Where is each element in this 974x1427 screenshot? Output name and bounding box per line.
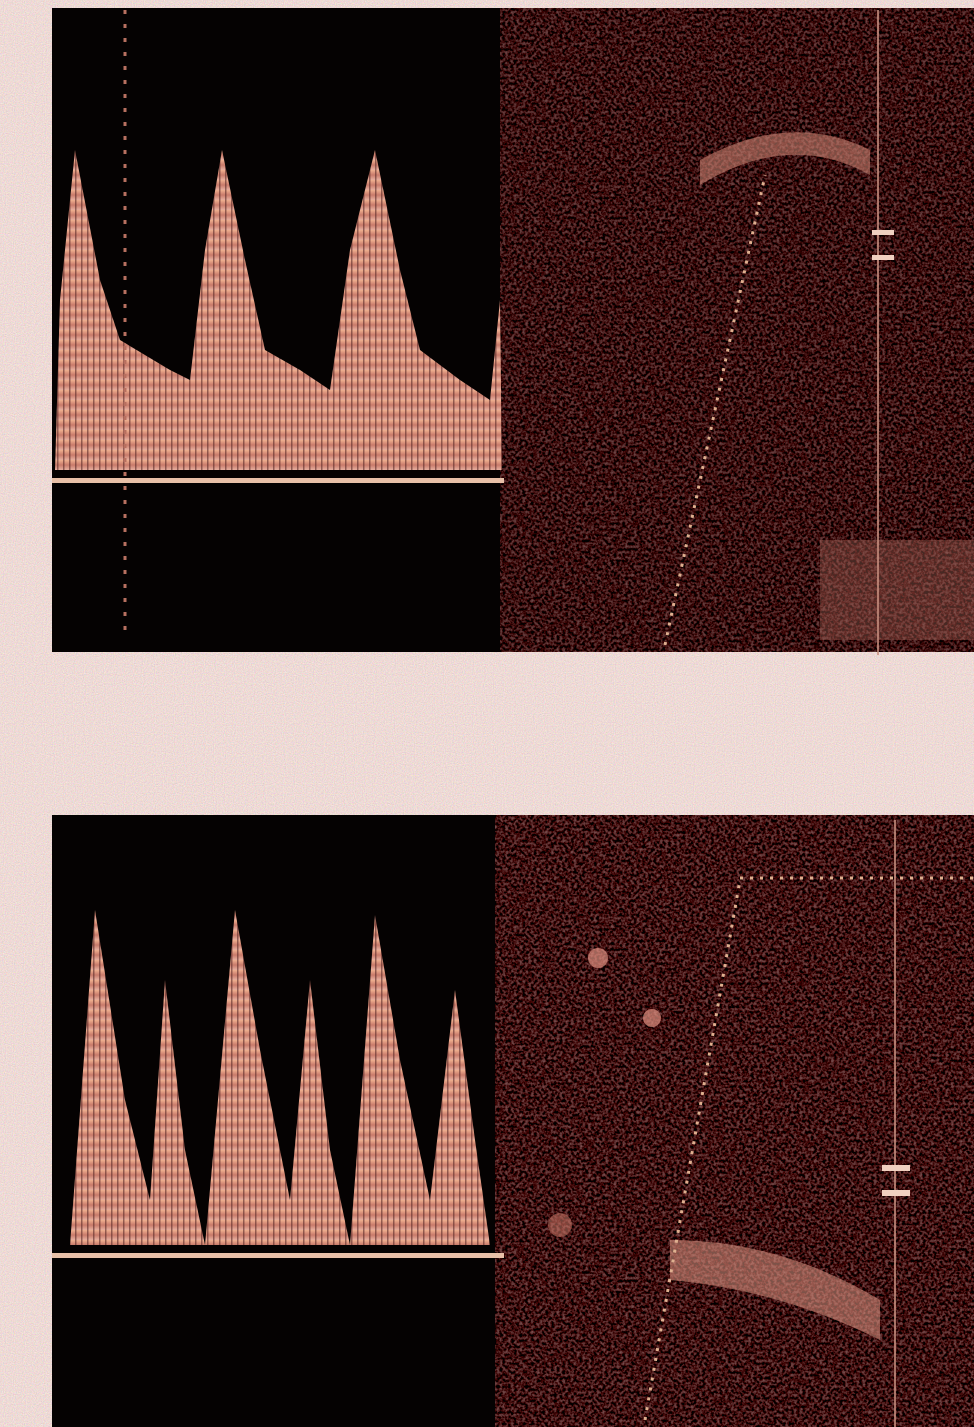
bottom-panel [52, 815, 974, 1427]
top-panel [52, 8, 974, 655]
